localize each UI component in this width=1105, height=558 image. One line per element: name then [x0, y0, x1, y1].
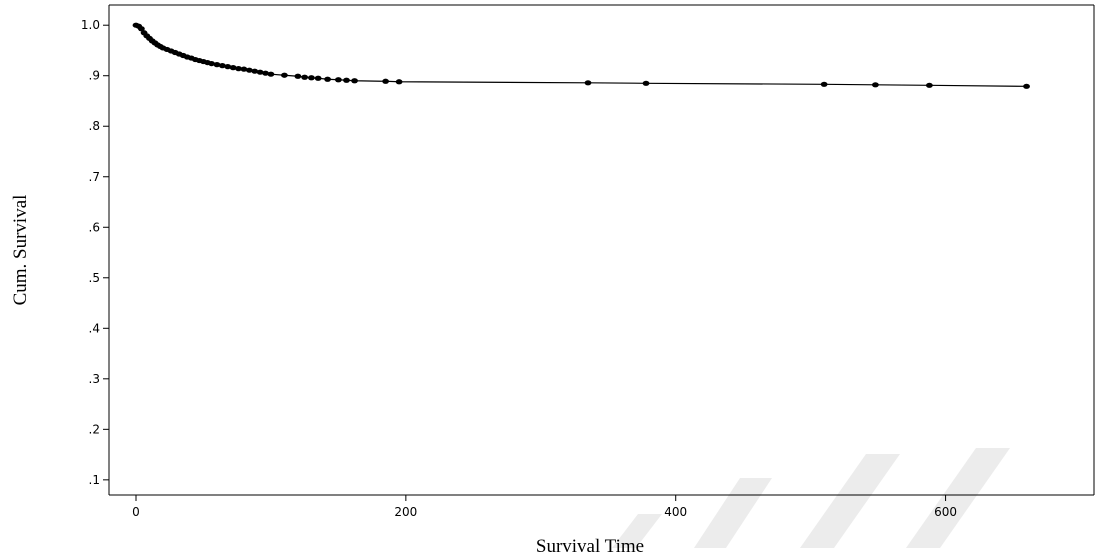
censor-point	[267, 71, 275, 77]
censor-point	[240, 66, 248, 72]
x-tick-label: 400	[664, 505, 687, 519]
censor-point	[642, 80, 650, 86]
censor-point	[820, 81, 828, 87]
censor-point	[262, 70, 269, 76]
y-tick-label: .2	[89, 422, 100, 436]
censor-point	[351, 78, 358, 84]
y-tick-label: 1.0	[81, 18, 100, 32]
watermark-stripes	[612, 448, 1010, 548]
censor-point	[224, 64, 232, 70]
censor-point	[1023, 83, 1030, 89]
survival-line	[135, 24, 1027, 87]
x-tick-label: 600	[934, 505, 957, 519]
y-tick-label: .6	[89, 220, 100, 234]
censor-point	[294, 73, 302, 79]
y-tick-label: .8	[89, 119, 100, 133]
x-axis-title: Survival Time	[536, 536, 644, 557]
survival-series	[132, 22, 1030, 89]
censor-point	[208, 60, 215, 67]
censor-point	[245, 67, 253, 73]
censor-point	[213, 62, 221, 68]
censor-point	[925, 82, 933, 88]
x-tick-label: 0	[132, 505, 140, 519]
censor-point	[343, 77, 350, 83]
censor-point	[137, 26, 145, 32]
x-axis-ticks: 0 200 400 600	[132, 495, 957, 519]
y-axis-title: Cum. Survival	[10, 195, 31, 306]
x-tick-label: 200	[394, 505, 417, 519]
y-tick-label: .4	[89, 321, 100, 335]
censor-point	[256, 69, 264, 75]
censor-point	[281, 72, 288, 78]
censor-point	[334, 77, 342, 83]
censor-point	[218, 63, 226, 69]
y-tick-label: .1	[89, 473, 100, 487]
y-tick-label: .7	[89, 170, 100, 184]
y-tick-label: .9	[89, 69, 100, 83]
censor-point	[872, 82, 879, 88]
censor-point	[584, 80, 592, 86]
plot-frame	[108, 4, 1095, 496]
censor-point	[382, 78, 390, 84]
y-tick-label: .5	[89, 271, 100, 285]
y-axis-ticks: .1 .2 .3 .4 .5 .6 .7 .8 .9 1.0	[81, 18, 109, 487]
censor-point	[307, 75, 315, 81]
censor-point	[324, 76, 331, 82]
censor-point	[395, 79, 403, 85]
censor-point	[301, 74, 309, 80]
y-tick-label: .3	[89, 372, 100, 386]
censor-point	[229, 65, 237, 71]
censor-point	[314, 75, 322, 81]
censor-point	[251, 68, 259, 74]
censor-point	[235, 66, 242, 72]
